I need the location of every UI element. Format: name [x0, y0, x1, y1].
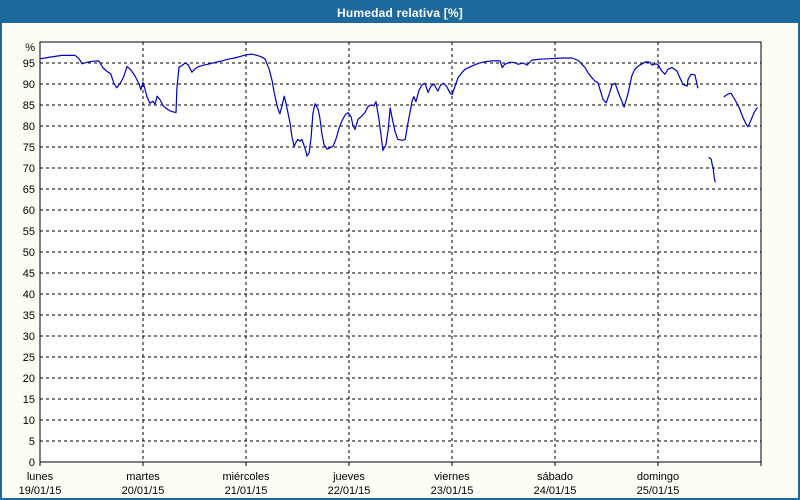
- y-axis-tick-label: 10: [23, 415, 35, 427]
- y-axis-tick-label: 20: [23, 373, 35, 385]
- y-axis-tick-label: 85: [23, 100, 35, 112]
- x-axis-date-label: 25/01/15: [637, 485, 680, 497]
- y-axis-tick-label: 50: [23, 247, 35, 259]
- humidity-line-segment: [708, 156, 716, 183]
- chart-container: % 0 5 10 15 20 25 30 35 40 45 50 55 60 65 70 75 80 85 90 95 l…: [2, 23, 798, 498]
- x-axis-day-label: miércoles: [222, 471, 270, 483]
- y-axis-tick-label: 95: [23, 58, 35, 70]
- x-axis-day-label: lunes: [27, 471, 54, 483]
- x-axis-day-label: martes: [126, 471, 160, 483]
- x-axis-date-label: 20/01/15: [122, 485, 165, 497]
- y-axis-tick-label: 15: [23, 394, 35, 406]
- humidity-line-segment: [723, 92, 758, 128]
- y-axis-tick-label: 60: [23, 205, 35, 217]
- y-axis-tick-label: 45: [23, 268, 35, 280]
- title-bar: Humedad relativa [%]: [2, 2, 798, 23]
- y-axis-unit-label: %: [25, 42, 35, 54]
- y-axis-tick-label: 80: [23, 121, 35, 133]
- x-axis-date-label: 21/01/15: [225, 485, 268, 497]
- humidity-line-segment: [39, 53, 699, 157]
- plot-border: [39, 41, 762, 463]
- x-axis-date-label: 19/01/15: [19, 485, 62, 497]
- y-axis-tick-label: 25: [23, 352, 35, 364]
- x-axis-date-label: 24/01/15: [534, 485, 577, 497]
- y-axis-tick-label: 0: [29, 457, 35, 469]
- y-axis-tick-label: 30: [23, 331, 35, 343]
- y-axis-tick-label: 5: [29, 436, 35, 448]
- y-axis-tick-label: 65: [23, 184, 35, 196]
- x-axis-date-label: 23/01/15: [431, 485, 474, 497]
- x-axis-day-label: sábado: [537, 471, 573, 483]
- x-axis-day-label: domingo: [637, 471, 679, 483]
- y-axis-tick-label: 55: [23, 226, 35, 238]
- humidity-chart: % 0 5 10 15 20 25 30 35 40 45 50 55 60 65 70 75 80 85 90 95 l…: [19, 41, 762, 497]
- x-axis-day-label: viernes: [434, 471, 470, 483]
- y-axis-tick-label: 90: [23, 79, 35, 91]
- y-axis-tick-label: 40: [23, 289, 35, 301]
- x-axis-date-label: 22/01/15: [328, 485, 371, 497]
- chart-title: Humedad relativa [%]: [336, 5, 464, 20]
- y-axis-tick-label: 35: [23, 310, 35, 322]
- y-axis-tick-label: 70: [23, 163, 35, 175]
- y-axis-tick-label: 75: [23, 142, 35, 154]
- x-axis-day-label: jueves: [332, 471, 365, 483]
